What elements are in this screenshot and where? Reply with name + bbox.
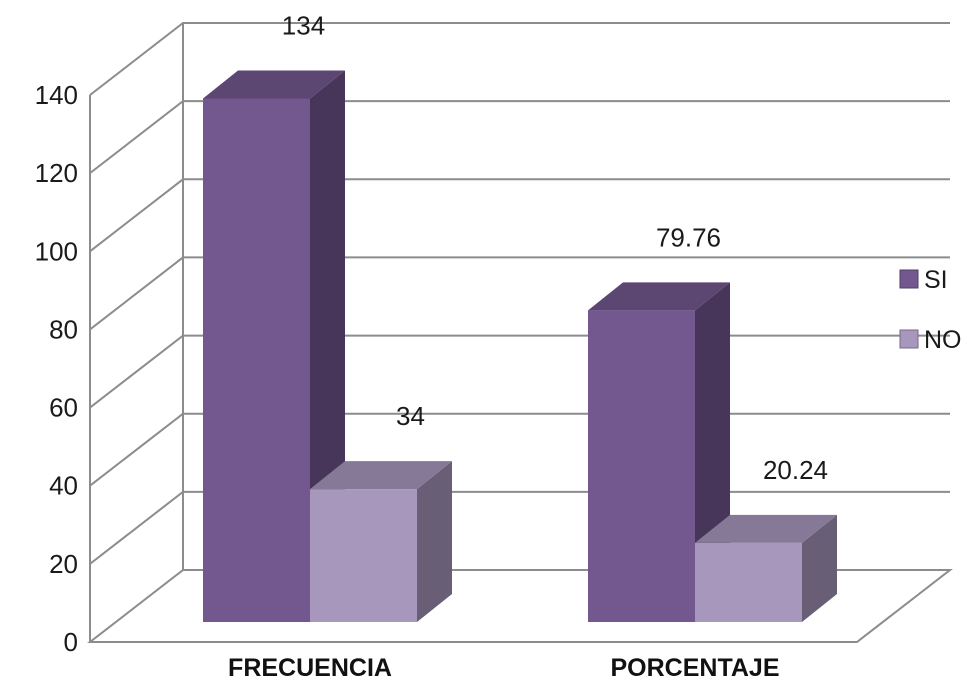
bar-front [588, 310, 695, 622]
data-label: 20.24 [763, 455, 828, 485]
bar-top [203, 70, 345, 99]
gridline [89, 256, 950, 331]
legend-item-no: NO [899, 326, 962, 354]
data-label: 79.76 [656, 222, 721, 252]
legend-swatch-highlight [903, 273, 915, 280]
legend-item-si: SI [899, 266, 948, 294]
bars [203, 70, 837, 622]
y-tick-label: 20 [49, 549, 78, 579]
legend: SI NO [899, 266, 962, 354]
y-tick-label: 120 [35, 158, 78, 188]
legend-swatch-highlight [903, 333, 915, 340]
bar-front [203, 98, 310, 622]
bar-side [417, 461, 452, 622]
legend-label: NO [924, 326, 962, 354]
y-axis-ticks: 0 20 40 60 80 100 120 140 [35, 80, 78, 657]
x-category-label: PORCENTAJE [610, 654, 779, 682]
gridline [89, 178, 950, 253]
bar-top [310, 461, 452, 490]
chart-walls [87, 23, 953, 643]
gridlines [89, 22, 950, 565]
data-labels: 134 34 79.76 20.24 [282, 10, 828, 484]
bar-front [695, 542, 802, 622]
chart-floor [87, 569, 953, 643]
data-label: 34 [396, 401, 425, 431]
bar-top [695, 514, 837, 543]
y-tick-label: 80 [49, 314, 78, 344]
y-tick-label: 0 [64, 627, 78, 657]
data-label: 134 [282, 10, 325, 40]
bar-no-frecuencia [310, 461, 452, 622]
bar-no-porcentaje [695, 514, 837, 622]
x-category-label: FRECUENCIA [228, 654, 392, 682]
bar-front [310, 489, 417, 622]
x-axis-categories: FRECUENCIA PORCENTAJE [228, 654, 779, 682]
y-tick-label: 60 [49, 393, 78, 423]
y-tick-label: 100 [35, 236, 78, 266]
legend-label: SI [924, 266, 948, 294]
bar-side [802, 514, 837, 622]
bar-si-porcentaje [588, 282, 730, 622]
gridline [89, 22, 950, 96]
gridline [89, 100, 950, 174]
y-tick-label: 140 [35, 80, 78, 110]
bar-top [588, 282, 730, 311]
y-tick-label: 40 [49, 471, 78, 501]
